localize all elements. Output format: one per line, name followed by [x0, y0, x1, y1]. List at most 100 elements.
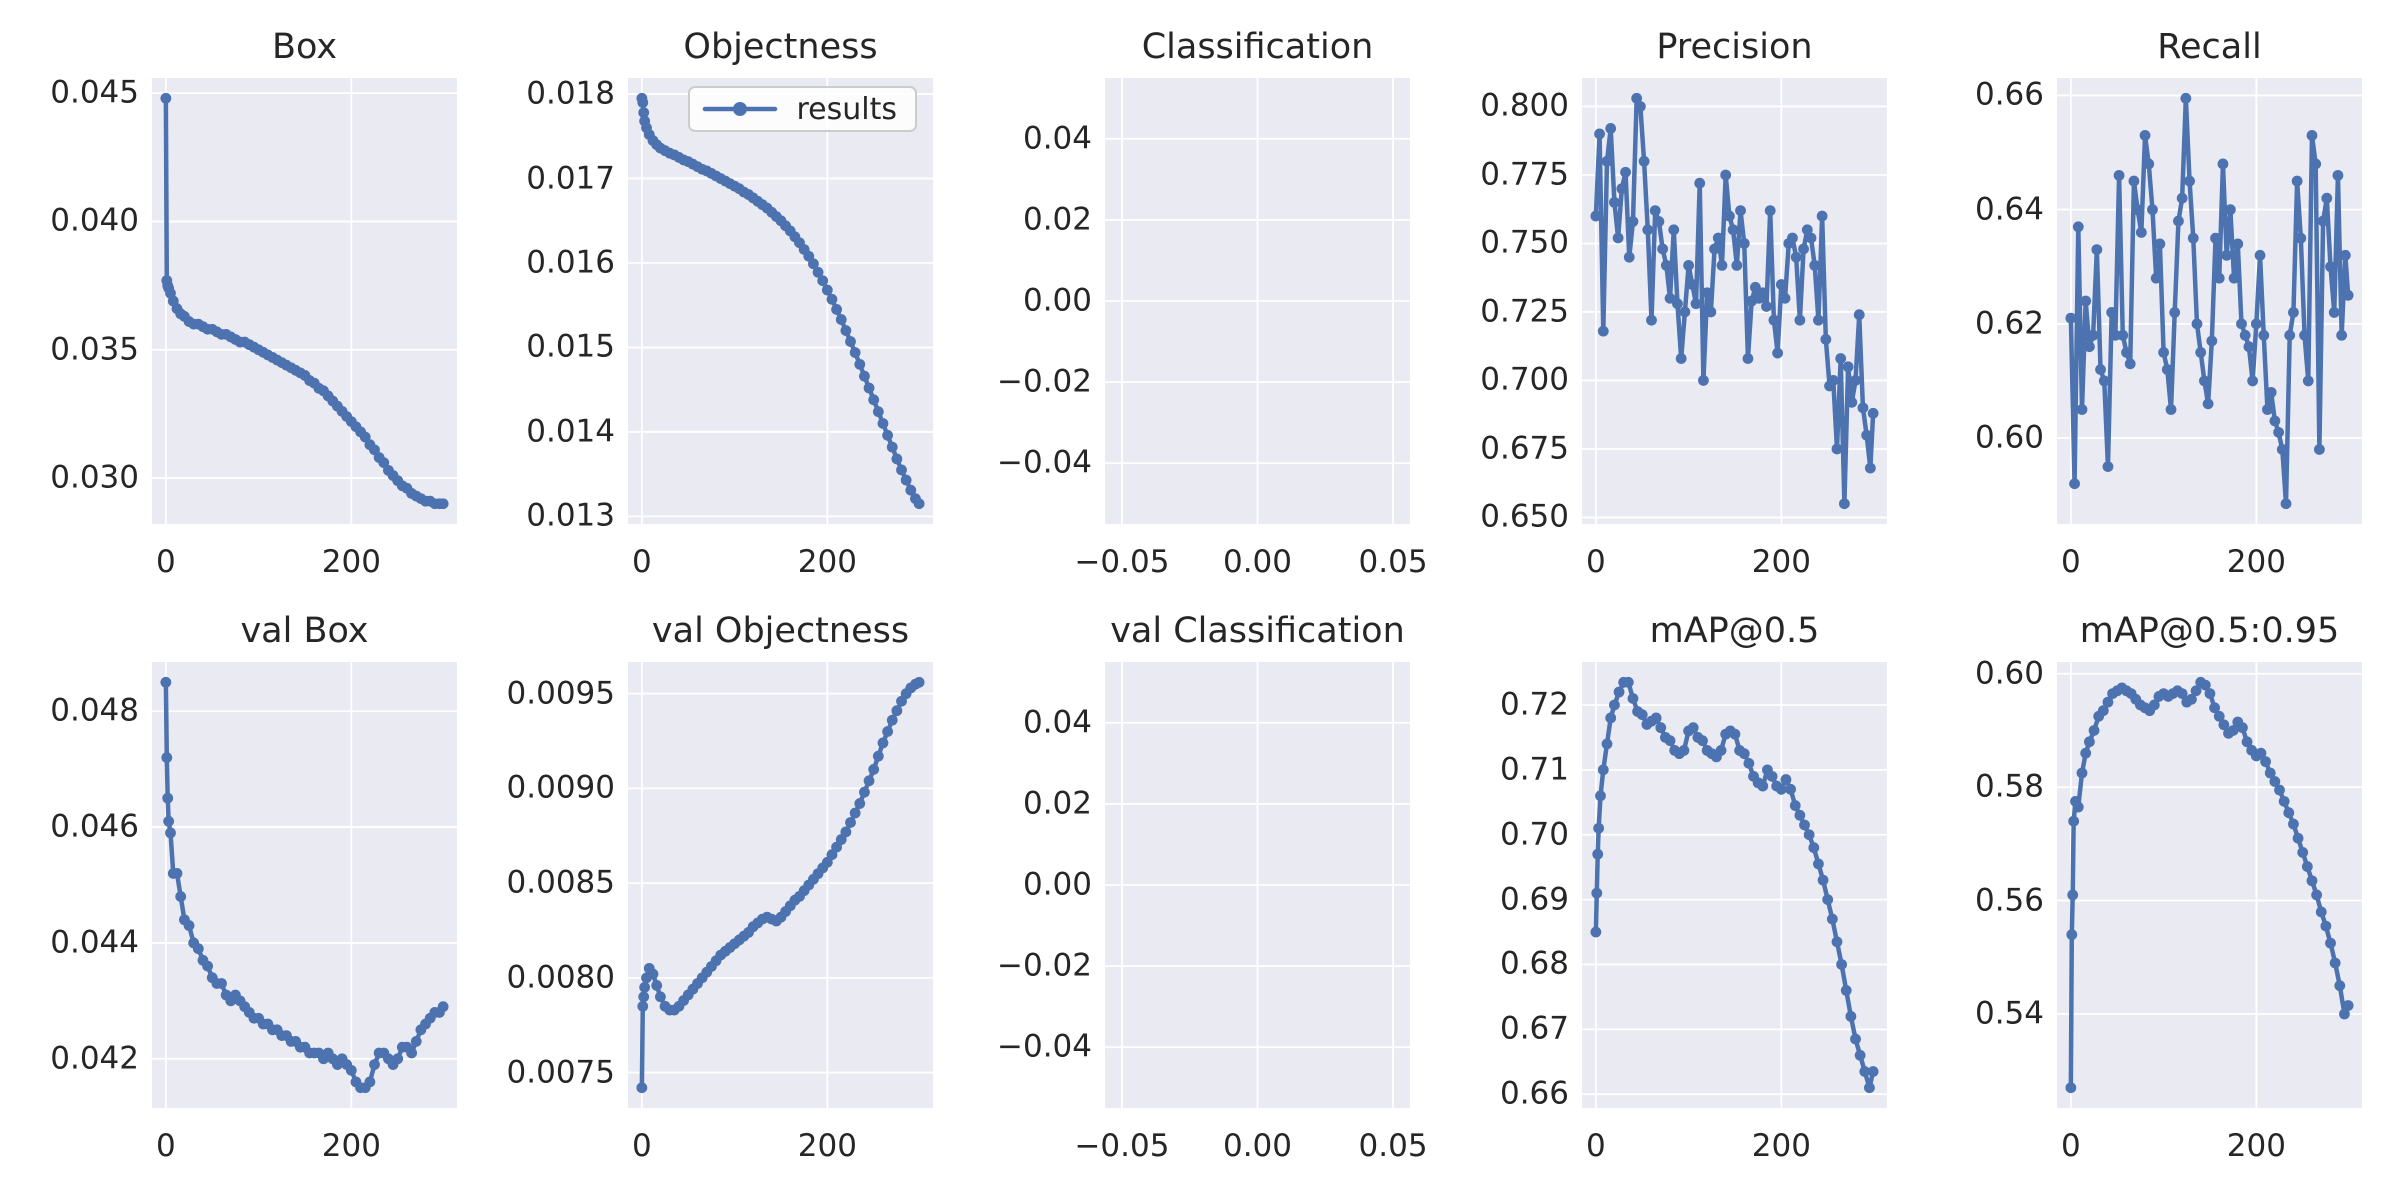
y-tick-label: 0.700 [1480, 361, 1569, 398]
plot-title: Box [271, 26, 338, 67]
y-tick-label: 0.04 [1022, 120, 1092, 157]
y-tick-label: 0.030 [50, 459, 139, 496]
plot-title: mAP@0.5 [1649, 610, 1820, 651]
results-line [163, 96, 446, 506]
y-tick-label: 0.775 [1480, 156, 1569, 193]
plot-title: Objectness [683, 26, 878, 67]
plot-title: val Classification [1110, 610, 1405, 651]
plot-area [2057, 662, 2362, 1108]
plot-title: val Box [240, 610, 369, 651]
y-tick-label: 0.0085 [506, 864, 615, 901]
y-tick-label: 0.017 [526, 159, 615, 196]
y-tick-label: 0.71 [1499, 751, 1569, 788]
subplot-map05: mAP@0.5 0.72 0.71 0.70 0.69 0.68 0.67 0.66 0 200 [1500, 611, 1887, 1164]
subplot-val-box: val Box 0.048 0.046 0.044 0.042 0 200 [50, 611, 457, 1164]
x-tick-label: 0.05 [1358, 1128, 1428, 1164]
y-tick-label: −0.04 [997, 1028, 1092, 1065]
y-tick-label: 0.048 [50, 692, 139, 729]
y-tick-label: 0.040 [50, 202, 139, 239]
y-tick-label: 0.018 [526, 75, 615, 112]
y-tick-label: 0.0080 [506, 959, 615, 996]
y-tick-label: 0.66 [1499, 1075, 1569, 1112]
plot-title: Precision [1656, 26, 1813, 67]
y-tick-label: 0.042 [50, 1040, 139, 1077]
y-tick-label: 0.00 [1022, 866, 1092, 903]
y-tick-label: 0.725 [1480, 293, 1569, 330]
subplot-precision: Precision 0.800 0.775 0.750 0.725 0.700 0.675 0… [1480, 27, 1887, 580]
x-tick-label: 0 [631, 1128, 652, 1164]
results-line [2068, 96, 2351, 506]
x-tick-label: 200 [321, 1128, 381, 1164]
y-tick-label: 0.54 [1974, 995, 2044, 1032]
y-tick-label: 0.58 [1974, 768, 2044, 805]
results-markers [160, 676, 449, 1094]
y-tick-label: 0.56 [1974, 881, 2044, 918]
y-tick-label: 0.02 [1022, 201, 1092, 238]
subplot-box: Box 0.045 0.040 0.035 0.030 0 200 [50, 27, 457, 580]
x-tick-label: −0.05 [1074, 544, 1170, 580]
x-tick-label: −0.05 [1074, 1128, 1170, 1164]
results-markers [636, 92, 925, 510]
plot-area [152, 662, 457, 1108]
y-tick-label: 0.62 [1974, 305, 2044, 342]
plot-title: val Objectness [651, 610, 910, 651]
y-tick-label: 0.675 [1480, 430, 1569, 467]
y-tick-label: 0.04 [1022, 704, 1092, 741]
plot-area [628, 662, 933, 1108]
y-tick-label: 0.015 [526, 328, 615, 365]
y-tick-label: 0.64 [1974, 190, 2044, 227]
plot-title: Recall [2157, 26, 2262, 67]
results-line [163, 680, 446, 1090]
results-markers [1590, 92, 1879, 510]
plot-area [2057, 78, 2362, 524]
subplot-objectness: Objectness results 0.018 0.017 0.016 0.015 0.0… [526, 27, 933, 580]
plot-area [1105, 662, 1410, 1108]
x-tick-label: 200 [1751, 544, 1811, 580]
y-tick-label: 0.650 [1480, 498, 1569, 535]
x-tick-label: 200 [1751, 1128, 1811, 1164]
results-line [2068, 680, 2351, 1090]
y-tick-label: 0.0090 [506, 769, 615, 806]
y-tick-label: 0.69 [1499, 880, 1569, 917]
x-tick-label: 0 [2060, 1128, 2081, 1164]
plot-area [1582, 662, 1887, 1108]
results-markers [160, 92, 449, 510]
plot-area [152, 78, 457, 524]
results-markers [2065, 92, 2354, 510]
y-tick-label: −0.04 [997, 444, 1092, 481]
y-tick-label: 0.044 [50, 924, 139, 961]
plot-area [1582, 78, 1887, 524]
x-tick-label: 0 [155, 544, 176, 580]
y-tick-label: −0.02 [997, 947, 1092, 984]
y-tick-label: 0.67 [1499, 1010, 1569, 1047]
subplot-classification: Classification 0.04 0.02 0.00 −0.02 −0.04 −0.0… [997, 27, 1428, 579]
y-tick-label: −0.02 [997, 363, 1092, 400]
x-tick-label: 200 [797, 1128, 857, 1164]
x-tick-label: 0 [155, 1128, 176, 1164]
x-tick-label: 200 [2226, 544, 2286, 580]
y-tick-label: 0.02 [1022, 785, 1092, 822]
x-tick-label: 0 [631, 544, 652, 580]
y-tick-label: 0.046 [50, 808, 139, 845]
legend-label: results [796, 91, 897, 127]
subplot-recall: Recall 0.66 0.64 0.62 0.60 0 200 [1975, 27, 2362, 580]
x-tick-label: 200 [797, 544, 857, 580]
y-tick-label: 0.800 [1480, 87, 1569, 124]
x-tick-label: 200 [2226, 1128, 2286, 1164]
legend: results [688, 86, 917, 132]
y-tick-label: 0.014 [526, 413, 615, 450]
y-tick-label: 0.66 [1974, 76, 2044, 113]
subplot-map05-095: mAP@0.5:0.95 0.60 0.58 0.56 0.54 0 200 [1975, 611, 2362, 1164]
y-tick-label: 0.013 [526, 497, 615, 534]
plot-area [1105, 78, 1410, 524]
y-tick-label: 0.00 [1022, 282, 1092, 319]
subplot-val-classification: val Classification 0.04 0.02 0.00 −0.02 −0.04… [997, 611, 1428, 1163]
x-tick-label: 0 [1585, 544, 1606, 580]
y-tick-label: 0.0095 [506, 674, 615, 711]
x-tick-label: 0.05 [1358, 544, 1428, 580]
plot-area: results [628, 78, 933, 524]
x-tick-label: 0 [1585, 1128, 1606, 1164]
y-tick-label: 0.750 [1480, 224, 1569, 261]
x-tick-label: 0 [2060, 544, 2081, 580]
results-line [1593, 96, 1876, 506]
